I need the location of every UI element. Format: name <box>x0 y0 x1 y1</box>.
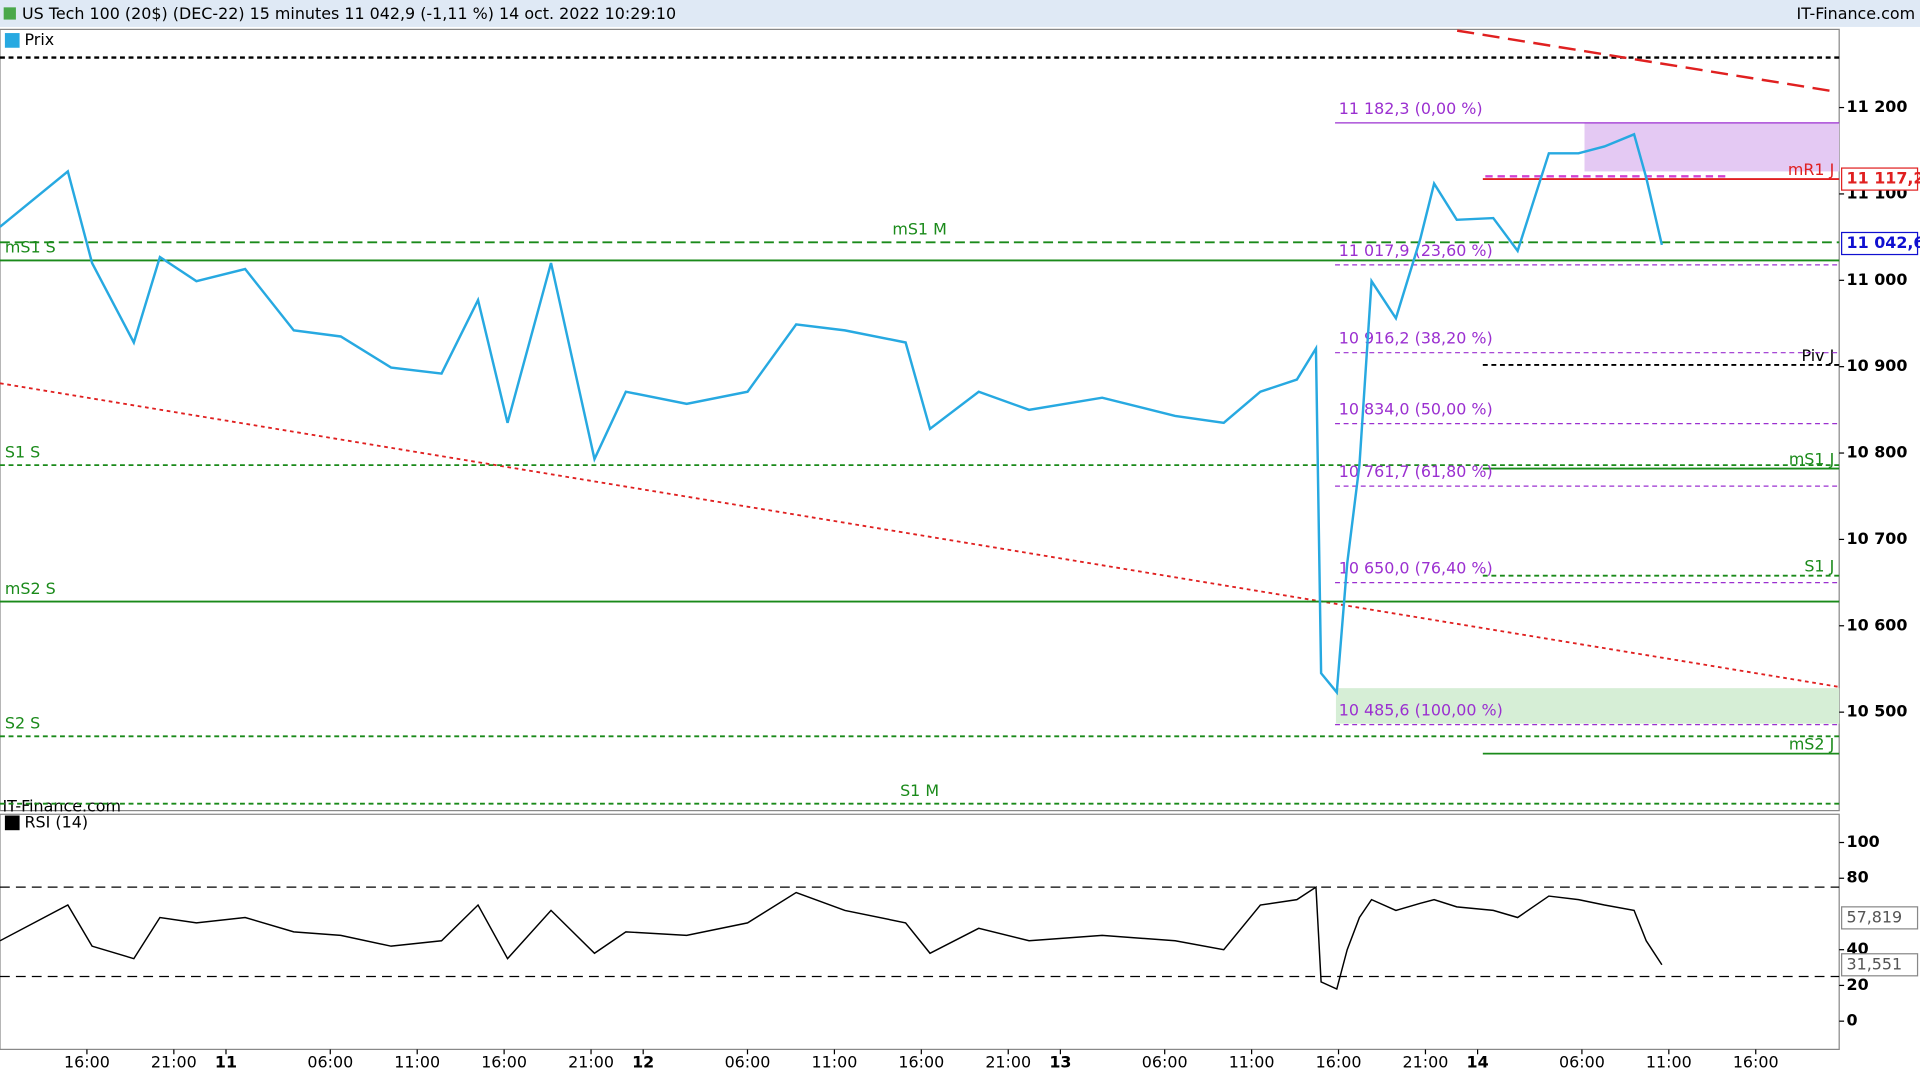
x-tick-label: 13 <box>1049 1052 1071 1071</box>
y-tick-label: 0 <box>1847 1011 1858 1030</box>
y-tick-label: 100 <box>1847 832 1880 851</box>
trendline <box>1456 29 1837 94</box>
zone <box>1335 688 1840 724</box>
x-tick-label: 21:00 <box>1403 1052 1449 1071</box>
legend-swatch <box>4 33 20 48</box>
level-label: mR1 J <box>1788 160 1834 179</box>
level-label: S2 S <box>5 714 40 733</box>
level-label: S1 S <box>5 442 40 461</box>
x-tick-label: 11:00 <box>1229 1052 1275 1071</box>
value-box <box>1841 953 1919 977</box>
y-tick-label: 10 600 <box>1847 615 1908 634</box>
title-bar <box>0 0 1920 27</box>
fib-label: 10 916,2 (38,20 %) <box>1339 329 1493 348</box>
series-line <box>0 132 1664 696</box>
fib-label: 10 650,0 (76,40 %) <box>1339 559 1493 578</box>
y-tick-label: 11 000 <box>1847 270 1908 289</box>
y-tick-label: 10 500 <box>1847 702 1908 721</box>
level-label: Piv J <box>1801 346 1834 365</box>
legend-swatch <box>4 815 20 831</box>
y-tick-label: 11 200 <box>1847 97 1908 116</box>
icon <box>3 7 16 20</box>
x-tick-label: 16:00 <box>64 1052 110 1071</box>
value-box <box>1841 167 1919 191</box>
x-tick-label: 21:00 <box>568 1052 614 1071</box>
brand: IT-Finance.com <box>1797 4 1916 23</box>
y-tick-label: 10 900 <box>1847 356 1908 375</box>
x-tick-label: 06:00 <box>725 1052 771 1071</box>
watermark: IT-Finance.com <box>2 796 121 815</box>
x-tick-label: 06:00 <box>1142 1052 1188 1071</box>
x-tick-label: 06:00 <box>307 1052 353 1071</box>
x-tick-label: 11 <box>215 1052 237 1071</box>
value-box <box>1841 231 1919 256</box>
value-label: 11 042,6 <box>1847 233 1920 252</box>
x-tick-label: 11:00 <box>1646 1052 1692 1071</box>
x-tick-label: 21:00 <box>985 1052 1031 1071</box>
x-tick-label: 16:00 <box>481 1052 527 1071</box>
fib-label: 10 834,0 (50,00 %) <box>1339 400 1493 419</box>
x-tick-label: 11:00 <box>394 1052 440 1071</box>
value-label: 31,551 <box>1847 954 1903 973</box>
level-label: S1 M <box>900 781 939 800</box>
x-tick-label: 06:00 <box>1559 1052 1605 1071</box>
x-tick-label: 21:00 <box>151 1052 197 1071</box>
value-label: 57,819 <box>1847 907 1903 926</box>
level-label: mS2 S <box>5 579 56 598</box>
legend-label: Prix <box>24 30 54 49</box>
x-tick-label: 16:00 <box>1316 1052 1362 1071</box>
x-tick-label: 11:00 <box>811 1052 857 1071</box>
fib-label: 10 761,7 (61,80 %) <box>1339 462 1493 481</box>
x-tick-label: 12 <box>632 1052 654 1071</box>
x-tick-label: 16:00 <box>1733 1052 1779 1071</box>
title: US Tech 100 (20$) (DEC-22) 15 minutes 11… <box>22 4 676 23</box>
fib-label: 11 182,3 (0,00 %) <box>1339 99 1483 118</box>
zone <box>1584 122 1840 172</box>
price-panel <box>0 28 1840 812</box>
trendline <box>0 382 1840 688</box>
level-label: mS1 M <box>892 220 946 239</box>
value-label: 11 117,2 <box>1847 169 1920 188</box>
level-label: mS1 S <box>5 238 56 257</box>
y-tick-label: 10 700 <box>1847 529 1908 548</box>
fib-label: 10 485,6 (100,00 %) <box>1339 701 1503 720</box>
level-label: mS2 J <box>1789 735 1834 754</box>
value-box <box>1841 906 1919 930</box>
legend-label: RSI (14) <box>24 812 88 831</box>
level-label: mS1 J <box>1789 450 1834 469</box>
x-tick-label: 16:00 <box>898 1052 944 1071</box>
y-tick-label: 80 <box>1847 868 1869 887</box>
y-tick-label: 20 <box>1847 975 1869 994</box>
x-tick-label: 14 <box>1467 1052 1489 1071</box>
series-line <box>0 885 1663 991</box>
level-label: S1 J <box>1804 557 1834 576</box>
y-tick-label: 10 800 <box>1847 443 1908 462</box>
rsi-panel <box>0 813 1840 1050</box>
